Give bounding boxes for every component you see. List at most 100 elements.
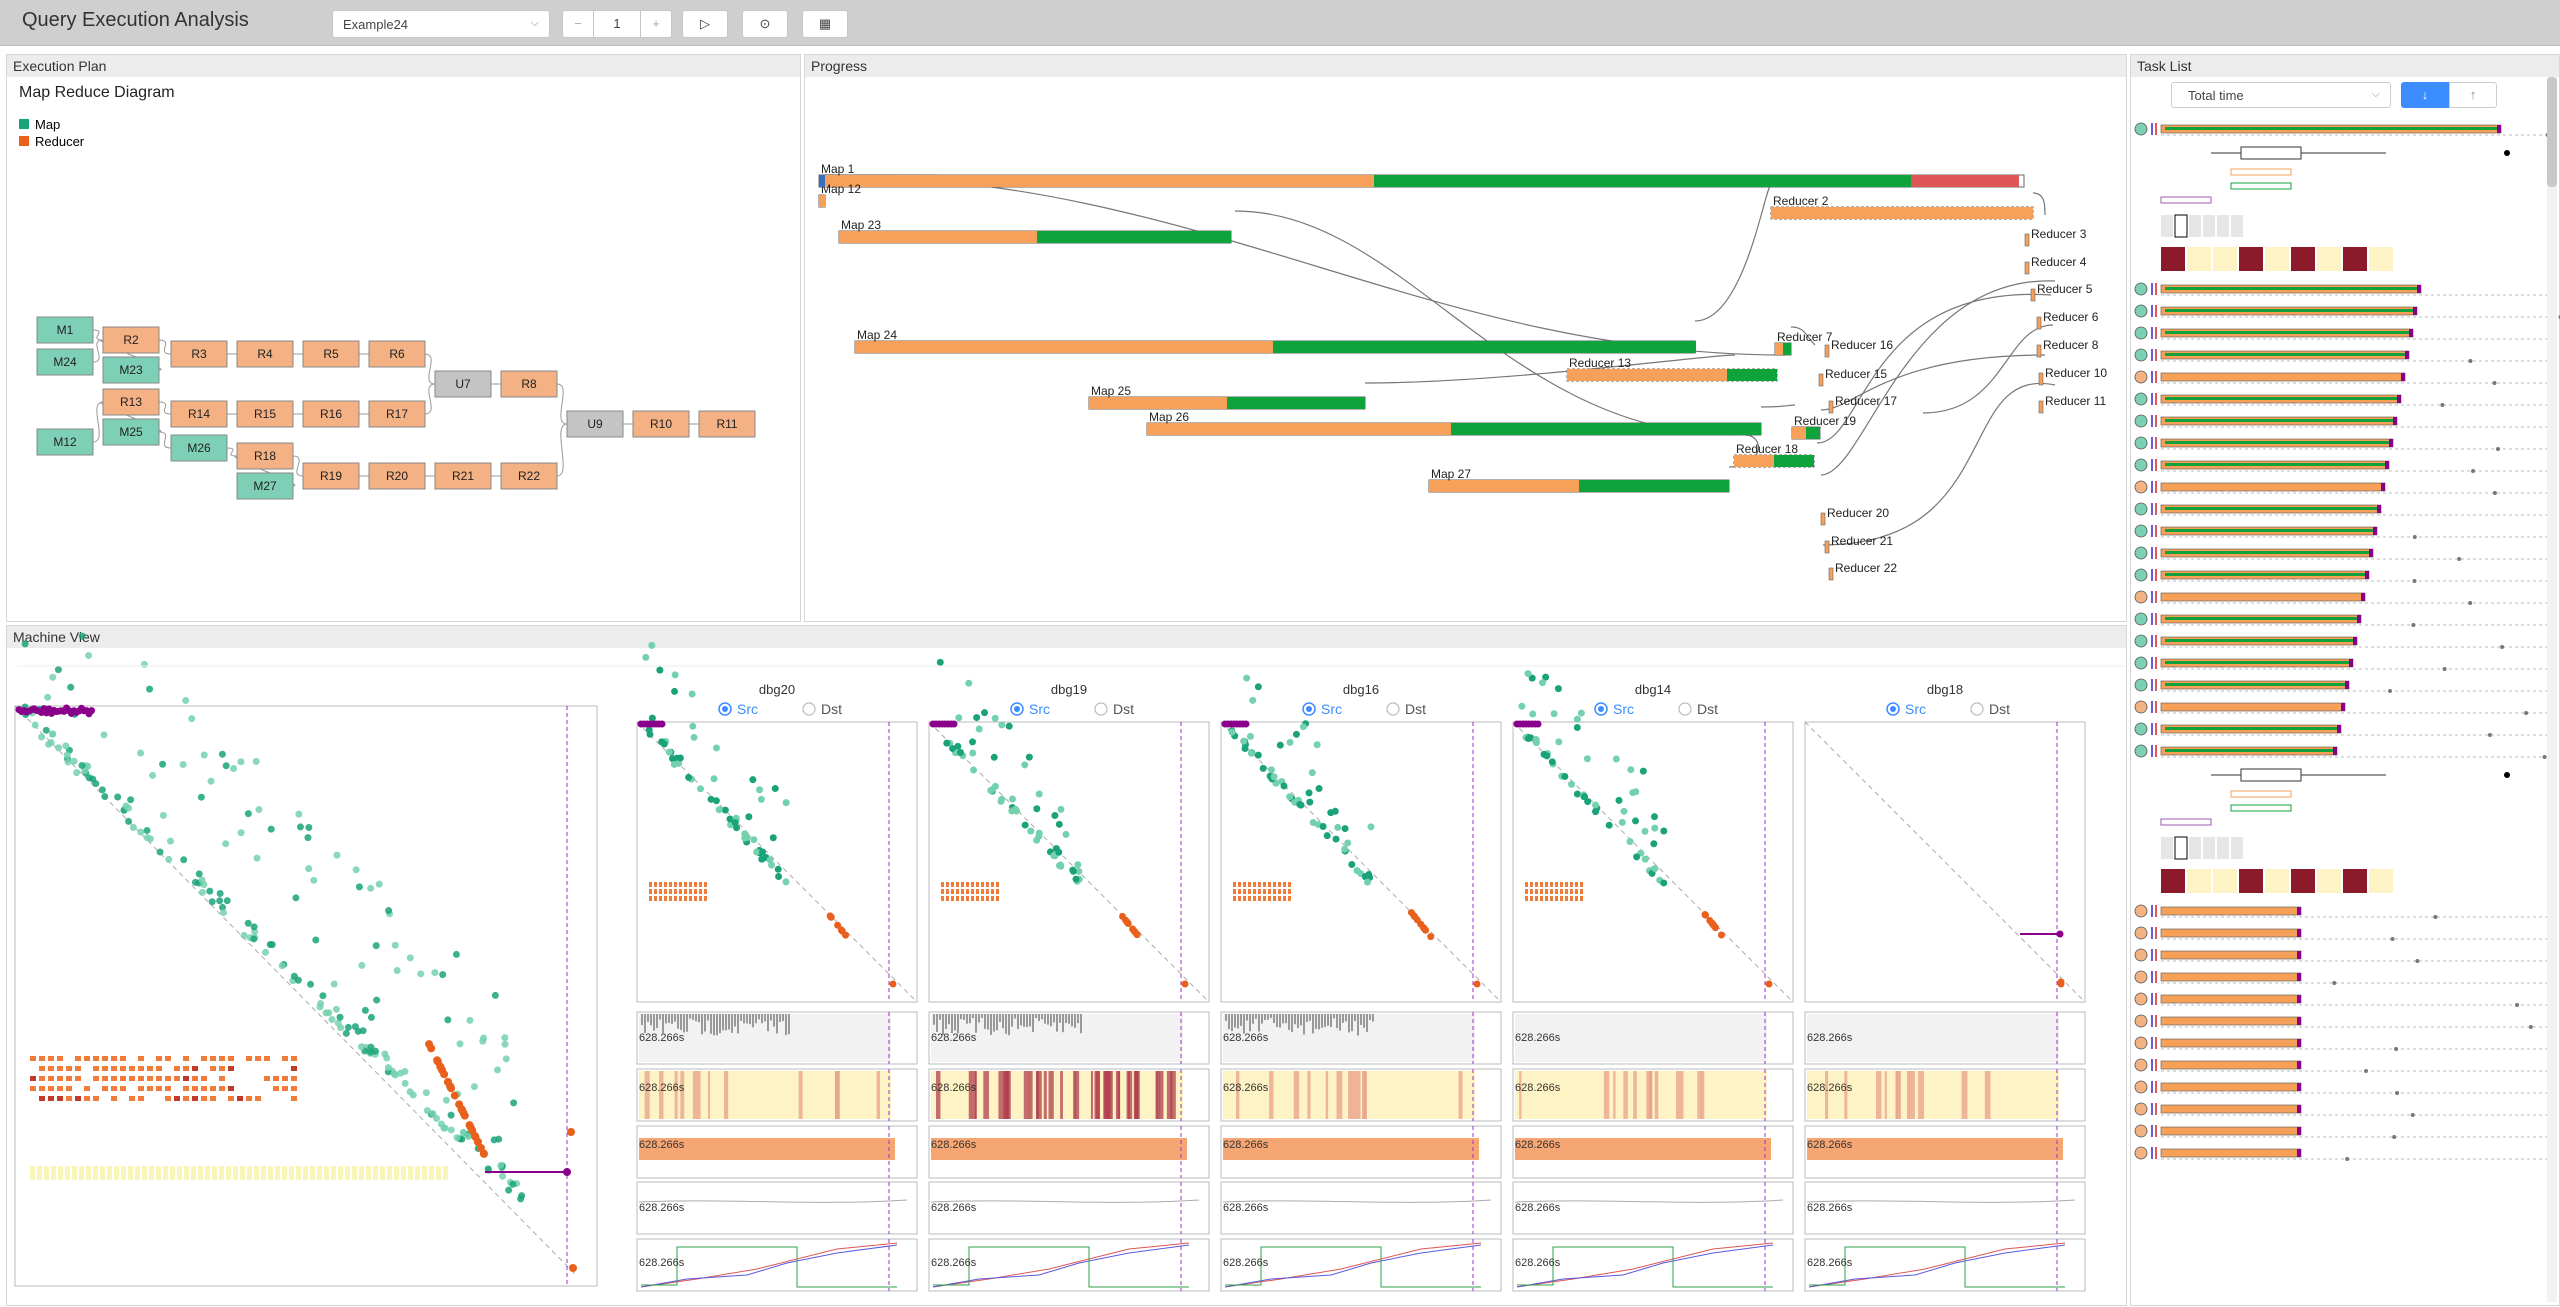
- heat-cell: [1278, 896, 1281, 901]
- scatter-point: [749, 776, 757, 784]
- strip-stripe: [1094, 1071, 1101, 1119]
- heat-cell-light: [387, 1166, 392, 1180]
- scatter-point: [78, 761, 86, 769]
- heat-cell: [183, 1076, 189, 1081]
- strip-bar: [1309, 1014, 1311, 1021]
- gantt-reducer-mark: [2036, 316, 2042, 330]
- strip-stripe: [1961, 1071, 1968, 1119]
- step-decrement-button[interactable]: −: [562, 10, 594, 38]
- task-marker: [2155, 1059, 2157, 1071]
- strip-bar: [761, 1014, 763, 1024]
- strip-frame: [928, 1181, 1210, 1235]
- scatter-point: [208, 898, 216, 906]
- scatter-point: [342, 1029, 350, 1037]
- heat-cell: [1283, 896, 1286, 901]
- save-button[interactable]: ▦: [802, 10, 848, 38]
- scatter-point: [1296, 800, 1304, 808]
- heat-cell: [1253, 896, 1256, 901]
- strip-stripe: [1236, 1071, 1240, 1119]
- task-bar-run: [2165, 309, 2413, 312]
- strip-bar: [788, 1014, 790, 1035]
- scatter-point: [1035, 790, 1043, 798]
- task-kind-icon: [2134, 1080, 2148, 1094]
- task-marker: [2155, 283, 2157, 295]
- heatmap-cell: [2239, 869, 2263, 893]
- stop-button[interactable]: ⊙: [742, 10, 788, 38]
- gantt-bar-run: [1579, 480, 1729, 492]
- gantt-reducer-mark: [2030, 288, 2036, 302]
- machine-name: dbg20: [759, 682, 795, 697]
- heat-cell: [228, 1066, 234, 1071]
- gantt-reducer-mark: [2024, 233, 2030, 247]
- heat-cell: [147, 1066, 153, 1071]
- scatter-point: [459, 1128, 467, 1136]
- heat-cell-light: [135, 1166, 140, 1180]
- strip-stripe: [1166, 1071, 1173, 1119]
- sort-desc-button[interactable]: ↓: [2401, 82, 2449, 108]
- strip-frame: [1220, 1238, 1502, 1292]
- task-marker: [2151, 679, 2153, 691]
- scatter-point-orange: [440, 1070, 449, 1079]
- step-input[interactable]: 1: [593, 10, 641, 38]
- scatter-point: [1367, 823, 1375, 831]
- scatter-point: [1056, 861, 1064, 869]
- plan-node-label: M1: [57, 323, 74, 337]
- task-list-scrollbar[interactable]: [2547, 77, 2557, 1302]
- strip-bar: [1330, 1014, 1332, 1028]
- strip-bar: [996, 1014, 998, 1031]
- scatter-point: [64, 758, 72, 766]
- strip-stripe: [968, 1071, 972, 1119]
- scatter-point: [1618, 818, 1626, 826]
- task-kind-icon: [2134, 1146, 2148, 1160]
- dataset-select[interactable]: Example24 ⌵: [332, 10, 550, 38]
- heat-cell-light: [331, 1166, 336, 1180]
- scatter-point: [385, 907, 393, 915]
- panel-title: Task List: [2131, 55, 2559, 77]
- plan-node-label: R3: [191, 347, 207, 361]
- scrollbar-thumb[interactable]: [2547, 77, 2557, 187]
- heat-cell: [1540, 896, 1543, 901]
- scatter-point: [182, 697, 190, 705]
- scatter-point: [371, 1047, 379, 1055]
- heat-cell: [1258, 882, 1261, 887]
- strip-bar: [1005, 1014, 1007, 1034]
- play-button[interactable]: ▷: [682, 10, 728, 38]
- strip-bar: [1255, 1014, 1257, 1019]
- strip-bar: [680, 1014, 682, 1030]
- task-bar-end: [2349, 659, 2353, 667]
- sort-select[interactable]: Total time ⌵: [2171, 82, 2391, 108]
- strip-stripe: [1676, 1071, 1680, 1119]
- diagonal-line: [1220, 721, 1502, 1003]
- heat-cell: [129, 1066, 135, 1071]
- scatter-point: [67, 683, 75, 691]
- scatter-point: [429, 1110, 437, 1118]
- heat-cell: [174, 1096, 180, 1101]
- strip-bar: [662, 1014, 664, 1034]
- scatter-point: [1633, 853, 1641, 861]
- sort-asc-button[interactable]: ↑: [2449, 82, 2497, 108]
- scatter-point: [991, 714, 999, 722]
- scatter-point: [675, 759, 683, 767]
- gantt-label: Reducer 21: [1831, 534, 1893, 548]
- plan-node-box: [170, 400, 228, 428]
- strip-bar: [984, 1014, 986, 1029]
- scatter-point: [771, 785, 779, 793]
- step-increment-button[interactable]: +: [640, 10, 672, 38]
- heat-cell: [654, 889, 657, 894]
- chevron-down-icon: ⌵: [530, 17, 539, 29]
- task-marker: [2151, 437, 2153, 449]
- scatter-point: [484, 1165, 492, 1173]
- gantt-label: Reducer 22: [1835, 561, 1897, 575]
- heat-cell: [228, 1086, 234, 1091]
- heat-cell: [102, 1086, 108, 1091]
- scatter-point: [1323, 832, 1331, 840]
- heat-cell: [183, 1096, 189, 1101]
- gantt-bar-tail: [1911, 175, 2019, 187]
- scatter-point: [1583, 755, 1591, 763]
- strip-bar: [1363, 1014, 1365, 1028]
- task-bar-end: [2337, 725, 2341, 733]
- plan-node-box: [102, 356, 160, 384]
- gantt-label: Reducer 4: [2031, 255, 2087, 269]
- scatter-point: [1542, 673, 1550, 681]
- strip-stripe: [1844, 1071, 1848, 1119]
